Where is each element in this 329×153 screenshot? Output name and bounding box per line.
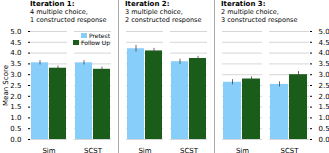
svg-text:Sim: Sim bbox=[236, 147, 249, 153]
svg-text:3.5: 3.5 bbox=[10, 60, 21, 68]
html-text:Iteration 2:: Iteration 2: bbox=[125, 0, 170, 8]
svg-text:2.0: 2.0 bbox=[10, 93, 21, 101]
svg-text:0.5: 0.5 bbox=[10, 125, 21, 133]
svg-text:5.0: 5.0 bbox=[319, 28, 329, 36]
html-text:3 multiple choice, 2 construct: 3 multiple choice, 2 constructed respons… bbox=[125, 8, 202, 24]
svg-text:SCST: SCST bbox=[84, 147, 103, 153]
svg-text:SCST: SCST bbox=[180, 147, 199, 153]
html-text:Pretest: Pretest bbox=[88, 32, 110, 39]
svg-text:0.5: 0.5 bbox=[319, 125, 329, 133]
svg-text:4.0: 4.0 bbox=[10, 49, 21, 57]
svg-text:3.0: 3.0 bbox=[319, 71, 329, 79]
svg-text:3.5: 3.5 bbox=[319, 60, 329, 68]
svg-text:3.0: 3.0 bbox=[10, 71, 21, 79]
svg-text:1.5: 1.5 bbox=[319, 103, 329, 111]
html-text:2 multiple choice, 3 construct: 2 multiple choice, 3 constructed respons… bbox=[221, 8, 298, 24]
html-text:Iteration 3:: Iteration 3: bbox=[221, 0, 266, 8]
svg-text:1.0: 1.0 bbox=[10, 114, 21, 122]
html-text:4 multiple choice, 1 construct: 4 multiple choice, 1 constructed respons… bbox=[30, 8, 107, 24]
svg-text:0.0: 0.0 bbox=[10, 136, 21, 144]
svg-text:1.5: 1.5 bbox=[10, 103, 21, 111]
svg-text:2.5: 2.5 bbox=[10, 82, 21, 90]
svg-text:2.0: 2.0 bbox=[319, 93, 329, 101]
svg-text:4.5: 4.5 bbox=[10, 39, 21, 47]
svg-text:SCST: SCST bbox=[280, 147, 299, 153]
svg-text:1.0: 1.0 bbox=[319, 114, 329, 122]
svg-text:5.0: 5.0 bbox=[10, 28, 21, 36]
svg-text:Sim: Sim bbox=[42, 147, 55, 153]
svg-text:4.5: 4.5 bbox=[319, 39, 329, 47]
svg-text:2.5: 2.5 bbox=[319, 82, 329, 90]
svg-text:Sim: Sim bbox=[138, 147, 151, 153]
svg-text:4.0: 4.0 bbox=[319, 49, 329, 57]
html-text:Follow Up: Follow Up bbox=[81, 39, 110, 46]
svg-text:0.0: 0.0 bbox=[319, 136, 329, 144]
html-text:Iteration 1:: Iteration 1: bbox=[30, 0, 75, 8]
svg-text:Mean Score: Mean Score bbox=[2, 65, 10, 106]
